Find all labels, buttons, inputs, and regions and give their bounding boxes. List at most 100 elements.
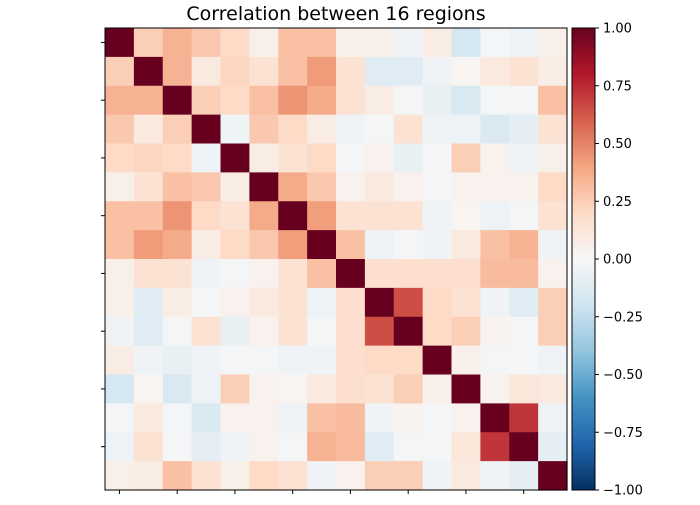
heatmap-cell-r8-c9: [364, 259, 395, 289]
heatmap-cell-r7-c1: [133, 230, 164, 260]
heatmap-cell-r3-c7: [307, 114, 337, 145]
heatmap-cell-r3-c5: [249, 114, 279, 145]
heatmap-cell-r15-c11: [422, 461, 453, 491]
colorbar-tick-label-2: −0.50: [603, 368, 643, 383]
heatmap-cell-r5-c13: [480, 172, 510, 202]
heatmap-cell-r12-c12: [451, 374, 481, 404]
heatmap-cell-r6-c4: [220, 201, 250, 231]
heatmap-cell-r2-c2: [162, 85, 193, 116]
heatmap-cell-r7-c11: [422, 230, 453, 260]
heatmap-cell-r12-c2: [162, 374, 193, 404]
heatmap-cell-r3-c3: [191, 114, 222, 145]
heatmap-cell-r5-c7: [307, 172, 337, 202]
heatmap-cell-r6-c2: [162, 201, 193, 231]
heatmap-cell-r2-c11: [422, 85, 453, 116]
heatmap-cell-r4-c15: [538, 143, 568, 173]
heatmap-cell-r10-c5: [249, 316, 279, 347]
heatmap-cell-r8-c13: [480, 259, 510, 289]
heatmap-cell-r15-c13: [480, 461, 510, 491]
heatmap-cell-r1-c15: [538, 56, 568, 87]
heatmap-cell-r9-c0: [105, 287, 135, 318]
heatmap-cell-r5-c11: [422, 172, 453, 202]
heatmap-cell-r12-c0: [105, 374, 135, 404]
heatmap-cell-r6-c3: [191, 201, 222, 231]
heatmap-cell-r15-c4: [220, 461, 250, 491]
heatmap-cell-r15-c3: [191, 461, 222, 491]
heatmap-cell-r9-c10: [393, 287, 424, 318]
heatmap-cell-r8-c1: [133, 259, 164, 289]
heatmap-cell-r14-c5: [249, 432, 279, 462]
heatmap-cell-r13-c12: [451, 403, 481, 433]
x-axis-ticks: [118, 490, 525, 494]
heatmap-cell-r5-c3: [191, 172, 222, 202]
heatmap-cell-r10-c15: [538, 316, 568, 347]
heatmap-cell-r8-c12: [451, 259, 481, 289]
heatmap-cell-r3-c13: [480, 114, 510, 145]
heatmap-cell-r13-c15: [538, 403, 568, 433]
heatmap-cell-r0-c14: [509, 28, 539, 58]
heatmap-cell-r2-c4: [220, 85, 250, 116]
heatmap-cell-r15-c0: [105, 461, 135, 491]
heatmap-cell-r8-c6: [278, 259, 308, 289]
heatmap-cell-r1-c12: [451, 56, 481, 87]
colorbar-tick-label-1: −0.75: [603, 426, 643, 441]
heatmap-cell-r8-c0: [105, 259, 135, 289]
heatmap-cell-r6-c9: [364, 201, 395, 231]
heatmap-cell-r6-c1: [133, 201, 164, 231]
plot-frame: [104, 27, 568, 491]
heatmap-cell-r13-c2: [162, 403, 193, 433]
heatmap-cell-r8-c8: [336, 259, 366, 289]
heatmap-cell-r0-c0: [105, 28, 135, 58]
heatmap-cell-r4-c8: [336, 143, 366, 173]
heatmap-cell-r8-c14: [509, 259, 539, 289]
heatmap-cell-r10-c6: [278, 316, 308, 347]
heatmap-cell-r2-c12: [451, 85, 481, 116]
heatmap-cell-r15-c10: [393, 461, 424, 491]
heatmap-cell-r3-c11: [422, 114, 453, 145]
heatmap-cell-r7-c5: [249, 230, 279, 260]
heatmap-cell-r13-c6: [278, 403, 308, 433]
heatmap-cell-r2-c13: [480, 85, 510, 116]
heatmap-cell-r2-c15: [538, 85, 568, 116]
heatmap-cell-r5-c8: [336, 172, 366, 202]
heatmap-cell-r14-c12: [451, 432, 481, 462]
heatmap-cell-r14-c9: [364, 432, 395, 462]
heatmap-cell-r13-c9: [364, 403, 395, 433]
heatmap-cell-r15-c15: [538, 461, 568, 491]
heatmap-cell-r15-c6: [278, 461, 308, 491]
colorbar-tick-label-5: 0.25: [603, 195, 632, 210]
heatmap-cell-r5-c9: [364, 172, 395, 202]
heatmap-cell-r4-c9: [364, 143, 395, 173]
heatmap-cell-r2-c7: [307, 85, 337, 116]
heatmap-cell-r11-c11: [422, 345, 453, 376]
heatmap-cell-r8-c15: [538, 259, 568, 289]
heatmap-cell-r1-c1: [133, 56, 164, 87]
heatmap-cell-r5-c5: [249, 172, 279, 202]
heatmap-cell-r5-c4: [220, 172, 250, 202]
heatmap-cell-r6-c0: [105, 201, 135, 231]
heatmap-cell-r5-c0: [105, 172, 135, 202]
heatmap-cell-r1-c0: [105, 56, 135, 87]
heatmap-cell-r3-c1: [133, 114, 164, 145]
heatmap-cell-r5-c10: [393, 172, 424, 202]
heatmap-cell-r11-c6: [278, 345, 308, 376]
heatmap-cell-r15-c2: [162, 461, 193, 491]
heatmap-cell-r15-c7: [307, 461, 337, 491]
heatmap-cell-r7-c12: [451, 230, 481, 260]
heatmap-cell-r5-c6: [278, 172, 308, 202]
heatmap-cell-r14-c11: [422, 432, 453, 462]
heatmap-cell-r5-c2: [162, 172, 193, 202]
heatmap-cell-r0-c5: [249, 28, 279, 58]
heatmap-cell-r10-c1: [133, 316, 164, 347]
heatmap-cell-r11-c7: [307, 345, 337, 376]
heatmap-cell-r10-c11: [422, 316, 453, 347]
heatmap-cell-r6-c7: [307, 201, 337, 231]
heatmap-cell-r7-c9: [364, 230, 395, 260]
heatmap-cell-r1-c13: [480, 56, 510, 87]
heatmap-cell-r14-c15: [538, 432, 568, 462]
y-axis-ticks: [101, 41, 105, 448]
heatmap-cell-r4-c1: [133, 143, 164, 173]
heatmap-cell-r4-c6: [278, 143, 308, 173]
heatmap-cell-r7-c4: [220, 230, 250, 260]
